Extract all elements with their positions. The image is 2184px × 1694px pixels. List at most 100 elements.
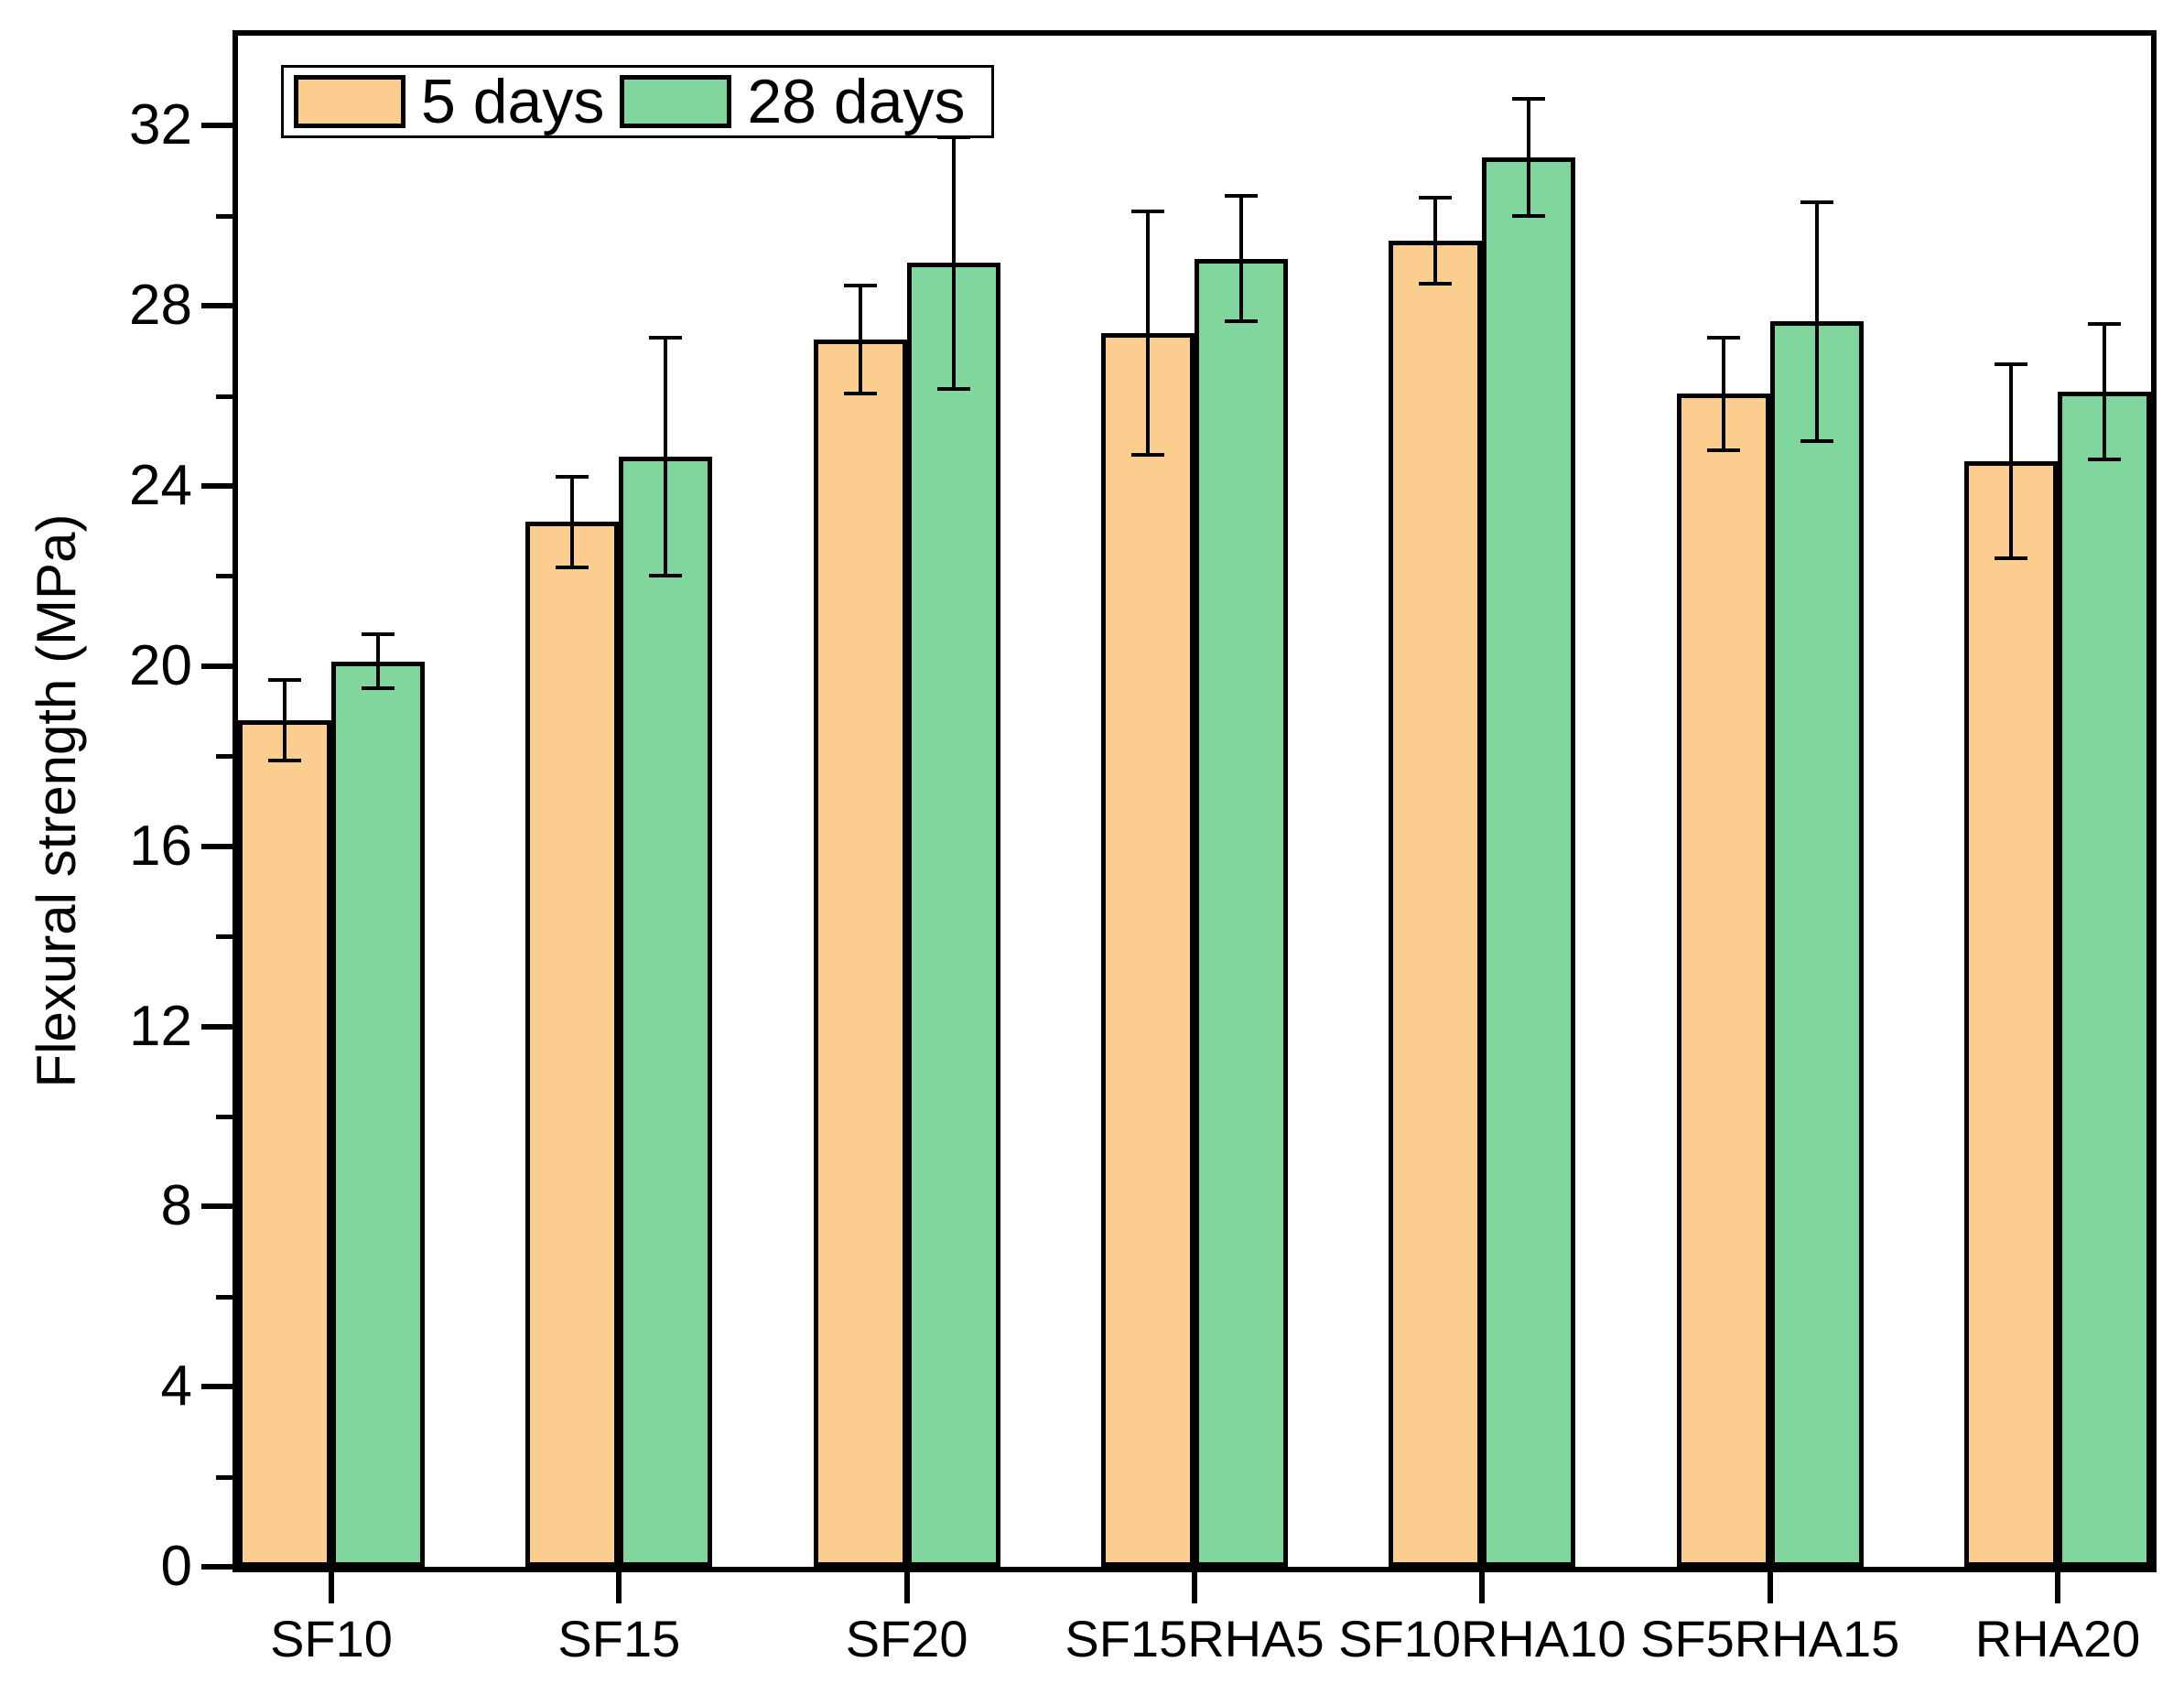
y-tick-label-8: 8 — [160, 1174, 192, 1238]
y-tick-label-12: 12 — [129, 994, 192, 1058]
x-tick-label-sf10: SF10 — [270, 1610, 393, 1667]
error-bar-cap-top-28-days-sf10 — [362, 632, 395, 637]
bar-5-days-sf10 — [238, 719, 331, 1567]
y-major-tick-8 — [201, 1203, 232, 1210]
y-minor-tick-14 — [216, 934, 232, 940]
bar-5-days-sf5rha15 — [1676, 394, 1770, 1567]
error-bar-line-28-days-sf15 — [664, 337, 668, 577]
bar-5-days-sf20 — [813, 340, 907, 1567]
y-tick-label-4: 4 — [160, 1354, 192, 1419]
y-minor-tick-22 — [216, 574, 232, 579]
y-tick-label-32: 32 — [129, 93, 192, 157]
error-bar-cap-top-5-days-rha20 — [1995, 362, 2027, 367]
error-bar-line-28-days-sf5rha15 — [1814, 202, 1819, 441]
y-tick-label-20: 20 — [129, 633, 192, 697]
bar-28-days-sf10 — [331, 661, 425, 1567]
y-minor-tick-6 — [216, 1294, 232, 1300]
error-bar-cap-top-5-days-sf10rha10 — [1419, 196, 1453, 200]
error-bar-line-5-days-sf15 — [570, 477, 575, 567]
error-bar-line-28-days-sf10rha10 — [1527, 98, 1531, 216]
error-bar-cap-bottom-5-days-sf15rha5 — [1131, 452, 1164, 457]
error-bar-cap-bottom-5-days-sf10 — [268, 759, 301, 763]
x-tick-label-rha20: RHA20 — [1974, 1610, 2141, 1667]
error-bar-cap-bottom-28-days-sf15rha5 — [1225, 319, 1258, 324]
bar-28-days-sf5rha15 — [1769, 321, 1864, 1567]
y-major-tick-20 — [201, 663, 232, 669]
error-bar-line-5-days-sf10 — [283, 679, 287, 761]
error-bar-cap-top-5-days-sf20 — [843, 284, 877, 288]
error-bar-cap-top-28-days-sf15rha5 — [1225, 193, 1258, 198]
error-bar-cap-bottom-5-days-rha20 — [1995, 556, 2027, 560]
error-bar-cap-top-28-days-sf15 — [649, 335, 683, 340]
error-bar-cap-bottom-28-days-rha20 — [2088, 457, 2121, 461]
y-major-tick-24 — [201, 483, 232, 490]
x-tick-sf15rha5 — [1192, 1572, 1197, 1603]
error-bar-line-5-days-sf15rha5 — [1146, 210, 1150, 455]
y-major-tick-4 — [201, 1384, 232, 1390]
y-major-tick-32 — [201, 123, 232, 129]
bar-5-days-sf10rha10 — [1389, 240, 1483, 1567]
error-bar-line-28-days-sf20 — [951, 136, 956, 390]
error-bar-cap-top-5-days-sf15rha5 — [1131, 209, 1164, 213]
y-tick-label-28: 28 — [129, 274, 192, 338]
x-tick-label-sf20: SF20 — [845, 1610, 968, 1667]
error-bar-line-28-days-sf15rha5 — [1239, 195, 1243, 322]
y-minor-tick-30 — [216, 213, 232, 219]
y-tick-label-16: 16 — [129, 814, 192, 878]
x-tick-sf20 — [903, 1572, 910, 1603]
legend-label-28-days: 28 days — [747, 67, 966, 136]
x-tick-sf5rha15 — [1767, 1572, 1773, 1603]
x-tick-label-sf10rha10: SF10RHA10 — [1338, 1610, 1627, 1667]
error-bar-line-5-days-sf20 — [858, 286, 862, 394]
y-major-tick-12 — [201, 1023, 232, 1030]
error-bar-cap-top-5-days-sf15 — [556, 475, 589, 480]
error-bar-cap-bottom-28-days-sf15 — [649, 574, 683, 578]
error-bar-line-5-days-sf5rha15 — [1721, 337, 1725, 450]
y-major-tick-16 — [201, 843, 232, 849]
error-bar-line-5-days-rha20 — [2009, 364, 2013, 558]
error-bar-cap-top-5-days-sf5rha15 — [1706, 335, 1740, 340]
error-bar-cap-top-28-days-rha20 — [2088, 321, 2121, 326]
error-bar-cap-bottom-5-days-sf20 — [843, 392, 877, 396]
error-bar-line-5-days-sf10rha10 — [1433, 198, 1438, 284]
bar-28-days-sf15 — [619, 457, 713, 1567]
bar-28-days-sf10rha10 — [1482, 156, 1576, 1567]
bar-28-days-sf15rha5 — [1195, 258, 1288, 1567]
bar-5-days-rha20 — [1964, 460, 2058, 1567]
x-tick-sf10rha10 — [1479, 1572, 1486, 1603]
error-bar-line-28-days-rha20 — [2103, 323, 2106, 459]
error-bar-cap-top-28-days-sf5rha15 — [1800, 200, 1833, 205]
error-bar-cap-bottom-28-days-sf20 — [936, 387, 970, 392]
x-tick-sf15 — [616, 1572, 622, 1603]
y-minor-tick-26 — [216, 394, 232, 399]
y-minor-tick-2 — [216, 1474, 232, 1480]
legend: 5 days 28 days — [281, 65, 994, 138]
legend-swatch-5-days — [294, 75, 405, 128]
error-bar-line-28-days-sf10 — [376, 634, 380, 689]
x-tick-label-sf15rha5: SF15RHA5 — [1065, 1610, 1324, 1667]
y-minor-tick-18 — [216, 754, 232, 760]
y-tick-label-24: 24 — [129, 454, 192, 518]
x-tick-label-sf15: SF15 — [557, 1610, 681, 1667]
error-bar-cap-bottom-5-days-sf10rha10 — [1419, 281, 1453, 286]
error-bar-cap-bottom-28-days-sf10rha10 — [1512, 213, 1546, 218]
y-major-tick-0 — [201, 1564, 232, 1570]
legend-label-5-days: 5 days — [421, 67, 605, 136]
bar-5-days-sf15 — [525, 522, 620, 1567]
error-bar-cap-bottom-28-days-sf10 — [362, 686, 395, 691]
legend-swatch-28-days — [620, 75, 732, 128]
error-bar-cap-top-28-days-sf10rha10 — [1512, 96, 1546, 101]
error-bar-cap-top-5-days-sf10 — [268, 677, 301, 682]
error-bar-cap-bottom-5-days-sf5rha15 — [1706, 448, 1740, 452]
x-tick-rha20 — [2055, 1572, 2060, 1603]
bar-28-days-sf20 — [906, 263, 1000, 1567]
error-bar-cap-bottom-5-days-sf15 — [556, 565, 589, 569]
x-tick-label-sf5rha15: SF5RHA15 — [1640, 1610, 1900, 1667]
y-major-tick-28 — [201, 303, 232, 309]
x-tick-sf10 — [329, 1572, 334, 1603]
y-minor-tick-10 — [216, 1114, 232, 1119]
bar-28-days-rha20 — [2058, 391, 2151, 1567]
bar-5-days-sf15rha5 — [1101, 332, 1195, 1567]
y-tick-label-0: 0 — [160, 1535, 192, 1598]
